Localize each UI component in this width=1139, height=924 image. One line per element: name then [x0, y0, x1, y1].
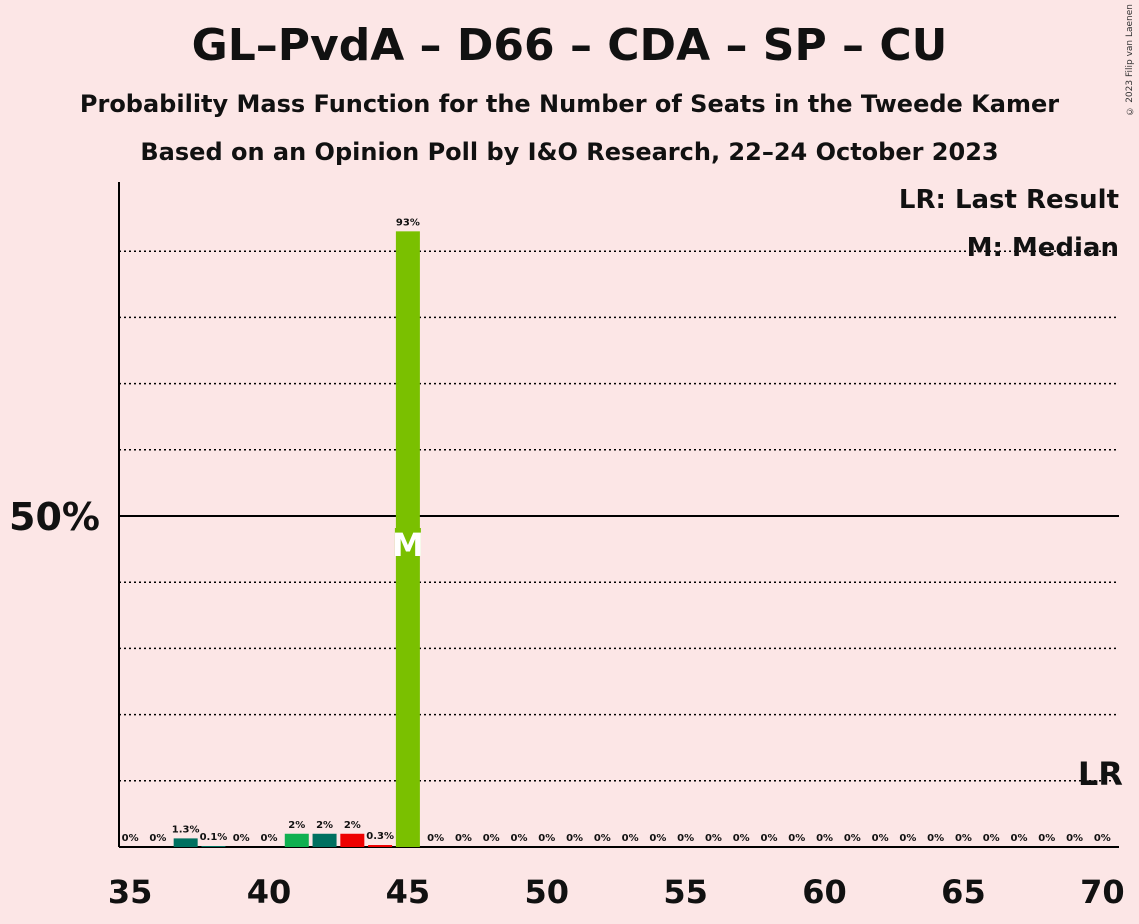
x-tick-label-65: 65 [941, 873, 986, 911]
bar-label-37: 1.3% [172, 824, 200, 835]
legend-last-result: LR: Last Result [898, 185, 1119, 215]
bar-label-61: 0% [844, 833, 861, 844]
bar-label-46: 0% [427, 833, 444, 844]
bar-label-64: 0% [927, 833, 944, 844]
x-tick-label-35: 35 [108, 873, 153, 911]
bar-label-62: 0% [872, 833, 889, 844]
x-tick-label-50: 50 [525, 873, 570, 911]
bar-label-41: 2% [288, 820, 305, 831]
bar-label-47: 0% [455, 833, 472, 844]
median-marker-bg [394, 528, 421, 556]
bar-label-67: 0% [1011, 833, 1028, 844]
bar-label-57: 0% [733, 833, 750, 844]
bar-label-35: 0% [122, 833, 139, 844]
bar-label-63: 0% [899, 833, 916, 844]
bar-label-52: 0% [594, 833, 611, 844]
bar-label-36: 0% [149, 833, 166, 844]
x-tick-label-55: 55 [663, 873, 708, 911]
bar-label-53: 0% [622, 833, 639, 844]
x-tick-label-70: 70 [1080, 873, 1125, 911]
bar-label-42: 2% [316, 820, 333, 831]
legend-median: M: Median [966, 233, 1119, 263]
chart-subtitle: Probability Mass Function for the Number… [79, 90, 1060, 118]
bar-label-44: 0.3% [366, 831, 394, 842]
bar-44 [368, 845, 393, 847]
median-marker: M [392, 526, 424, 564]
bar-label-39: 0% [233, 833, 250, 844]
bar-label-38: 0.1% [200, 832, 228, 843]
bar-label-60: 0% [816, 833, 833, 844]
y-axis-label-50: 50% [9, 495, 100, 539]
bar-37 [173, 838, 198, 847]
bar-label-56: 0% [705, 833, 722, 844]
x-tick-label-45: 45 [386, 873, 431, 911]
bar-42 [312, 833, 337, 847]
chart-source: Based on an Opinion Poll by I&O Research… [140, 138, 999, 166]
bar-label-55: 0% [677, 833, 694, 844]
chart-title: GL–PvdA – D66 – CDA – SP – CU [191, 20, 948, 71]
bar-label-70: 0% [1094, 833, 1111, 844]
bar-label-66: 0% [983, 833, 1000, 844]
bar-43 [340, 833, 365, 847]
x-tick-label-60: 60 [802, 873, 847, 911]
bar-38 [201, 846, 226, 847]
bar-label-58: 0% [761, 833, 778, 844]
bar-label-59: 0% [788, 833, 805, 844]
bar-label-40: 0% [261, 833, 278, 844]
bar-label-65: 0% [955, 833, 972, 844]
last-result-marker: LR [1078, 755, 1123, 793]
bar-label-45: 93% [396, 217, 420, 228]
bar-label-50: 0% [538, 833, 555, 844]
bar-label-69: 0% [1066, 833, 1083, 844]
bar-label-49: 0% [511, 833, 528, 844]
x-tick-label-40: 40 [247, 873, 292, 911]
bar-label-68: 0% [1038, 833, 1055, 844]
bar-41 [284, 833, 309, 847]
bar-label-54: 0% [649, 833, 666, 844]
bar-label-43: 2% [344, 820, 361, 831]
bar-label-51: 0% [566, 833, 583, 844]
bar-label-48: 0% [483, 833, 500, 844]
